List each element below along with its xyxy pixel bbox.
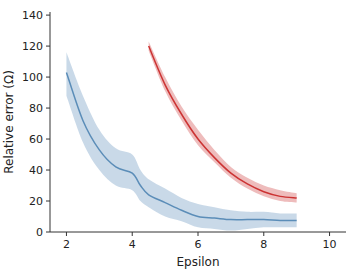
y-tick: [46, 77, 50, 78]
line: [66, 72, 296, 220]
plot-area: [66, 41, 296, 230]
y-tick: [46, 46, 50, 47]
y-tick-label: 0: [36, 226, 43, 239]
x-tick-label: 8: [260, 238, 267, 251]
y-tick: [46, 15, 50, 16]
y-tick-label: 100: [22, 71, 43, 84]
line: [149, 46, 297, 198]
chart: 246810020406080100120140EpsilonRelative …: [0, 0, 360, 274]
y-tick-label: 140: [22, 9, 43, 22]
y-tick: [46, 139, 50, 140]
x-tick-label: 6: [195, 238, 202, 251]
x-tick-label: 4: [129, 238, 136, 251]
x-tick: [66, 232, 67, 236]
y-tick-label: 60: [29, 133, 43, 146]
x-tick: [329, 232, 330, 236]
y-tick: [46, 201, 50, 202]
y-tick: [46, 170, 50, 171]
y-tick: [46, 232, 50, 233]
band: [149, 41, 297, 202]
y-tick-label: 80: [29, 102, 43, 115]
axes: 246810020406080100120140: [22, 9, 346, 251]
y-tick-label: 20: [29, 195, 43, 208]
x-tick: [198, 232, 199, 236]
x-axis-label: Epsilon: [176, 255, 219, 269]
x-tick-label: 2: [63, 238, 70, 251]
band: [66, 52, 296, 230]
y-tick: [46, 108, 50, 109]
x-tick: [263, 232, 264, 236]
x-tick: [132, 232, 133, 236]
x-tick-label: 10: [323, 238, 337, 251]
y-tick-label: 40: [29, 164, 43, 177]
y-axis-line: [50, 12, 51, 232]
y-tick-label: 120: [22, 40, 43, 53]
y-axis-label: Relative error (Ω): [2, 70, 16, 174]
